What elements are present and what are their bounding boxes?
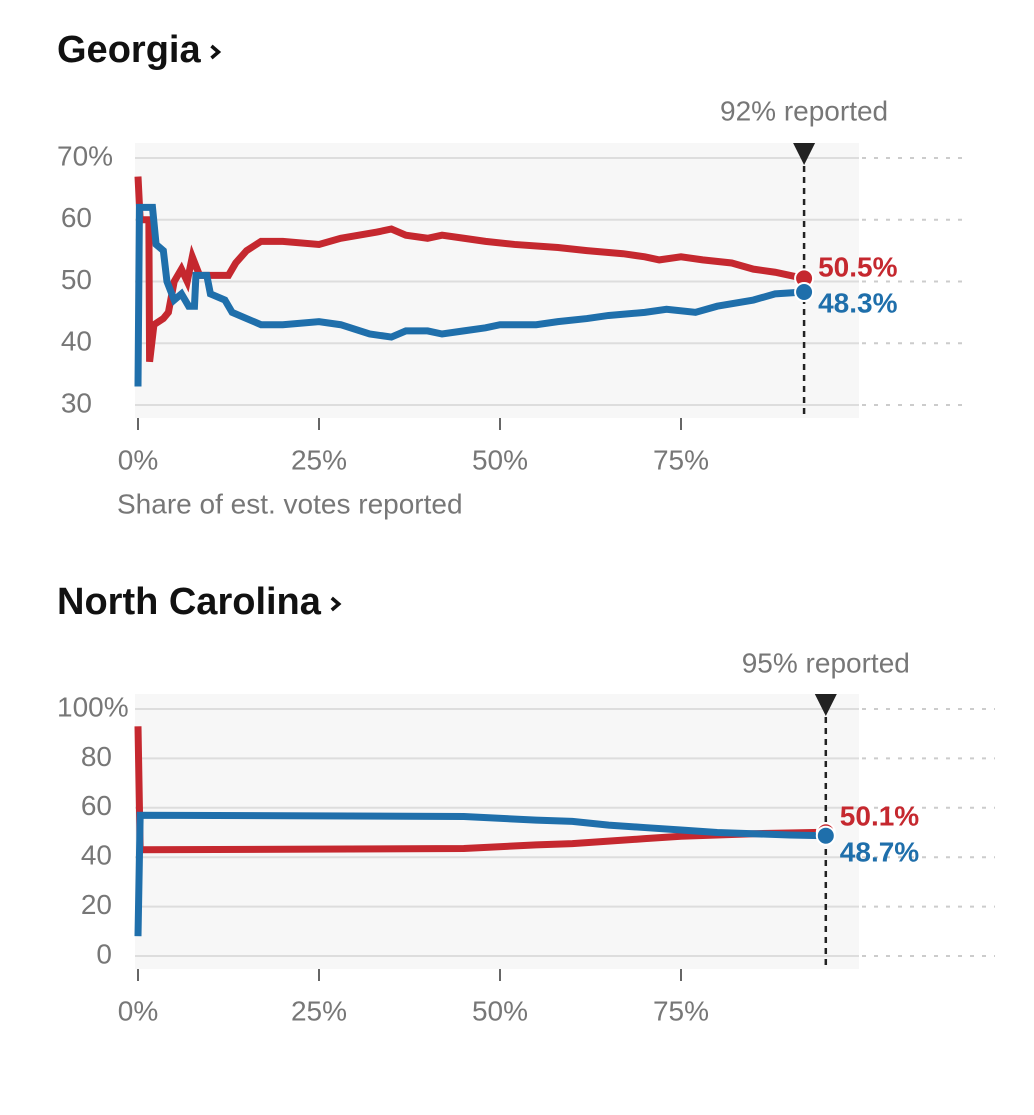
series-line [134,203,805,387]
x-tick-label: 25% [291,444,347,475]
chevron-icon [330,596,342,612]
x-tick-label: 0% [118,444,158,475]
end-label: 50.5% [818,252,897,283]
reported-marker-triangle [814,694,837,716]
reported-label: 95% reported [742,647,910,678]
y-tick-label: 40 [81,840,112,871]
chart-title: Georgia [57,29,201,71]
series-line [134,811,826,937]
x-axis-label: Share of est. votes reported [117,488,463,519]
y-tick-label: 30 [61,387,92,418]
chevron-icon [210,44,222,60]
y-tick-label: 40 [61,326,92,357]
y-tick-label: 80 [81,741,112,772]
end-label: 50.1% [840,800,919,831]
reported-marker-triangle [793,143,816,165]
y-tick-label: 60 [81,790,112,821]
x-tick-label: 50% [472,444,528,475]
x-tick-label: 25% [291,995,347,1026]
reported-label: 92% reported [720,95,888,126]
y-tick-label: 70% [57,140,113,171]
y-tick-label: 100% [57,691,129,722]
end-point [794,281,815,302]
chart-title: North Carolina [57,581,322,623]
x-tick-label: 50% [472,995,528,1026]
y-tick-label: 0 [96,938,112,969]
y-tick-label: 50 [61,264,92,295]
end-label: 48.7% [840,836,919,867]
x-tick-label: 75% [653,444,709,475]
x-tick-label: 75% [653,995,709,1026]
y-tick-label: 60 [61,202,92,233]
end-point [815,825,836,846]
end-label: 48.3% [818,288,897,319]
x-tick-label: 0% [118,995,158,1026]
y-tick-label: 20 [81,889,112,920]
